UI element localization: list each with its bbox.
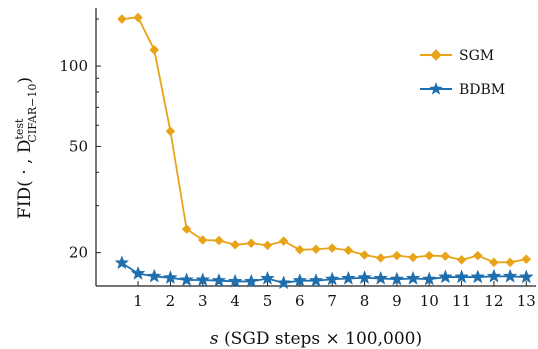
data-point-sgm: [230, 239, 240, 250]
plot-axes: [95, 8, 536, 287]
data-point-sgm: [262, 240, 273, 251]
legend-item-bdbm: BDBM: [420, 82, 505, 98]
data-point-bdbm: [357, 270, 372, 285]
data-point-sgm: [197, 235, 208, 245]
data-point-bdbm: [260, 270, 275, 285]
data-point-bdbm: [438, 269, 453, 284]
data-point-bdbm: [243, 273, 259, 288]
x-tick-label: 6: [295, 292, 305, 310]
x-tick-label: 2: [166, 292, 176, 310]
data-point-bdbm: [421, 271, 437, 286]
legend-marker-sgm: [430, 49, 442, 61]
x-tick-label: 5: [263, 292, 273, 310]
data-point-sgm: [214, 235, 224, 246]
data-point-sgm: [117, 14, 127, 24]
data-point-sgm: [181, 224, 192, 234]
x-tick-label: 8: [360, 292, 370, 310]
data-point-bdbm: [502, 268, 518, 283]
data-point-sgm: [408, 252, 418, 263]
legend-label-bdbm: BDBM: [459, 82, 505, 98]
data-point-sgm: [472, 250, 483, 261]
legend-label-sgm: SGM: [459, 48, 494, 64]
data-point-sgm: [343, 245, 354, 256]
data-point-sgm: [505, 257, 515, 268]
data-point-sgm: [149, 45, 160, 55]
x-tick-label: 1: [133, 292, 143, 310]
x-tick-label: 12: [484, 292, 503, 310]
data-point-bdbm: [114, 255, 130, 270]
data-point-sgm: [375, 253, 386, 263]
data-point-sgm: [327, 243, 338, 253]
data-point-bdbm: [373, 270, 389, 285]
data-point-bdbm: [179, 272, 194, 287]
data-point-sgm: [489, 257, 499, 268]
data-point-bdbm: [227, 273, 243, 288]
legend-marker-bdbm: [429, 82, 443, 95]
x-tick-label: 9: [392, 292, 402, 310]
legend: SGM BDBM: [420, 48, 505, 98]
y-tick-label: 100: [59, 57, 88, 75]
data-point-bdbm: [308, 272, 324, 287]
data-point-sgm: [392, 250, 402, 261]
y-axis-label: FID( · , DtestCIFAR−10): [13, 77, 39, 219]
y-tick-label: 20: [69, 244, 88, 262]
x-tick-label: 7: [327, 292, 337, 310]
data-point-bdbm: [518, 269, 534, 284]
x-axis-label: s (SGD steps × 100,000): [210, 329, 422, 349]
x-tick-label: 4: [230, 292, 240, 310]
data-point-bdbm: [163, 270, 178, 285]
series-sgm: [117, 12, 532, 268]
data-point-bdbm: [341, 270, 356, 285]
x-tick-label: 3: [198, 292, 208, 310]
data-point-bdbm: [292, 272, 308, 287]
x-tick-label: 13: [517, 292, 536, 310]
data-point-bdbm: [470, 269, 486, 284]
data-point-sgm: [359, 250, 370, 260]
data-point-bdbm: [389, 271, 405, 286]
data-point-bdbm: [195, 272, 211, 287]
data-point-sgm: [311, 244, 321, 255]
data-point-bdbm: [405, 270, 421, 285]
data-point-sgm: [133, 12, 143, 23]
data-point-sgm: [294, 244, 305, 255]
data-point-sgm: [165, 126, 176, 137]
data-point-bdbm: [454, 269, 469, 284]
data-point-sgm: [440, 251, 451, 262]
data-point-bdbm: [324, 271, 340, 286]
y-tick-label: 50: [69, 137, 88, 155]
data-point-sgm: [246, 238, 257, 249]
x-tick-label: 11: [452, 292, 471, 310]
data-point-sgm: [456, 254, 467, 265]
series-bdbm: [114, 255, 534, 290]
data-point-bdbm: [211, 272, 227, 287]
data-point-bdbm: [146, 268, 162, 283]
data-point-bdbm: [276, 275, 291, 290]
data-point-sgm: [521, 254, 532, 265]
x-tick-label: 10: [420, 292, 439, 310]
data-point-bdbm: [486, 268, 502, 283]
data-point-sgm: [424, 250, 435, 261]
data-point-sgm: [278, 236, 289, 246]
data-point-bdbm: [130, 265, 146, 280]
legend-item-sgm: SGM: [420, 48, 494, 64]
series-layer: [114, 12, 534, 290]
